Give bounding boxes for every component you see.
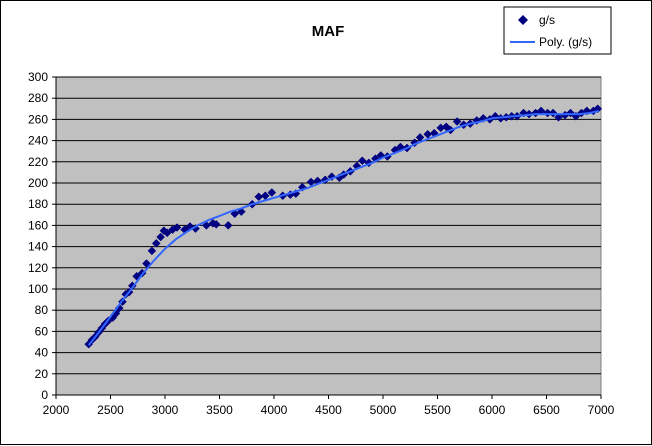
legend: g/s Poly. (g/s) xyxy=(503,6,612,55)
data-point xyxy=(267,188,277,197)
data-point xyxy=(441,122,451,132)
y-tick-label: 20 xyxy=(35,367,49,381)
chart-title: MAF xyxy=(312,23,345,40)
y-tick-label: 120 xyxy=(28,261,48,275)
data-point xyxy=(554,112,563,122)
y-tick-label: 260 xyxy=(28,112,48,126)
plot-area xyxy=(55,76,602,396)
y-tick-label: 300 xyxy=(28,70,48,84)
y-tick-label: 160 xyxy=(28,218,48,232)
y-tick-label: 140 xyxy=(28,240,48,254)
x-tick-label: 5000 xyxy=(370,403,397,417)
y-tick-label: 40 xyxy=(35,346,49,360)
legend-box xyxy=(503,6,612,55)
y-tick-label: 180 xyxy=(28,197,48,211)
y-tick-label: 220 xyxy=(28,155,48,169)
x-tick-label: 3500 xyxy=(206,403,233,417)
data-point xyxy=(147,246,157,256)
y-tick-label: 0 xyxy=(41,388,48,402)
data-point xyxy=(156,232,165,242)
data-point xyxy=(202,221,211,230)
data-point xyxy=(223,221,233,230)
y-tick-label: 100 xyxy=(28,282,48,296)
legend-marker-diamond-icon xyxy=(518,15,528,25)
y-tick-label: 200 xyxy=(28,176,48,190)
data-point xyxy=(162,228,172,238)
x-tick-label: 5500 xyxy=(424,403,451,417)
y-axis: 0 20 40 60 80 100 120 140 160 180 200 220 240 260 280 3… xyxy=(28,70,57,402)
y-tick-label: 240 xyxy=(28,134,48,148)
series-layer xyxy=(84,104,603,349)
x-tick-label: 6500 xyxy=(533,403,560,417)
trendline-poly xyxy=(87,109,600,346)
x-tick-label: 6000 xyxy=(479,403,506,417)
data-point xyxy=(357,156,367,166)
y-tick-label: 80 xyxy=(35,303,49,317)
x-tick-label: 2500 xyxy=(97,403,124,417)
x-tick-label: 4000 xyxy=(261,403,288,417)
x-tick-label: 7000 xyxy=(588,403,615,417)
x-tick-label: 2000 xyxy=(43,403,70,417)
x-axis: 2000 2500 3000 3500 4000 4500 5000 5500 6000 6500… xyxy=(43,394,615,417)
x-tick-label: 4500 xyxy=(315,403,342,417)
legend-entry-poly: Poly. (g/s) xyxy=(539,35,592,49)
x-tick-label: 3000 xyxy=(152,403,179,417)
data-point xyxy=(452,117,462,126)
data-point xyxy=(211,219,221,229)
legend-entry-gs: g/s xyxy=(539,13,555,27)
data-point xyxy=(172,223,182,232)
y-tick-label: 60 xyxy=(35,324,49,338)
y-tick-label: 280 xyxy=(28,91,48,105)
data-point xyxy=(151,239,161,248)
